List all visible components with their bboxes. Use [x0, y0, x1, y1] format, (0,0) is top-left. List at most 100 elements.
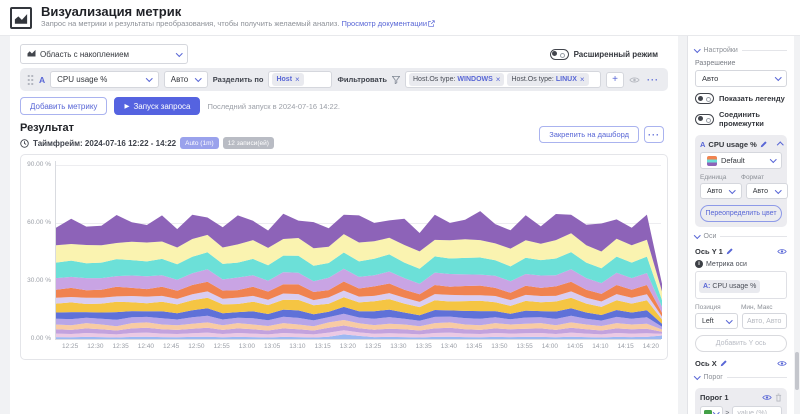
unit-select[interactable]: Авто: [700, 183, 742, 199]
chevron-down-icon: [713, 409, 720, 414]
eye-icon[interactable]: [762, 394, 772, 401]
split-by-field[interactable]: Host ×: [268, 71, 333, 88]
resolution-badge: Auto (1m): [180, 137, 219, 149]
run-query-button[interactable]: ▶ Запуск запроса: [114, 97, 201, 115]
y-axis-title: Ось Y 1: [695, 247, 723, 256]
x-axis-tick-label: 13:45: [466, 343, 483, 350]
add-y-axis-button[interactable]: Добавить Y ось: [695, 335, 787, 352]
chevron-down-icon: [729, 186, 736, 194]
chevron-down-icon: [175, 49, 182, 57]
show-legend-toggle[interactable]: [695, 93, 714, 104]
x-axis-tick-label: 13:55: [516, 343, 533, 350]
series-gold: [56, 297, 662, 324]
add-metric-button[interactable]: Добавить метрику: [20, 97, 108, 115]
x-axis-tick-label: 13:40: [440, 343, 458, 350]
x-axis-tick-label: 12:45: [163, 343, 180, 350]
aggregation-select[interactable]: Авто: [163, 71, 208, 88]
chevron-down-icon: [725, 316, 732, 324]
remove-tag-icon[interactable]: ×: [579, 75, 585, 84]
tag-value: LINUX: [555, 76, 577, 83]
series-pale-pink: [56, 330, 662, 338]
metric-letter-badge: A: [700, 140, 706, 149]
eye-icon[interactable]: [629, 76, 640, 84]
gridline: [55, 164, 661, 166]
filter-label: Фильтровать: [337, 75, 387, 84]
metric-style-card: A CPU usage % Default Единица Формат Авт…: [695, 135, 788, 227]
scrollbar[interactable]: [794, 36, 800, 414]
style-select[interactable]: Default: [700, 152, 782, 169]
chevron-down-icon: [694, 232, 701, 239]
remove-tag-icon[interactable]: ×: [495, 75, 501, 84]
clock-icon: [20, 138, 29, 148]
app-logo-area-chart-icon: [10, 6, 32, 29]
result-more-button[interactable]: ···: [644, 126, 664, 143]
area-chart-icon: [27, 49, 36, 59]
axes-section-header[interactable]: Оси: [694, 232, 787, 240]
tag-prefix: Host.Os type:: [413, 76, 456, 83]
edit-pencil-icon[interactable]: [726, 248, 733, 255]
chart-plot-area[interactable]: [56, 161, 662, 344]
advanced-mode-toggle[interactable]: [549, 48, 569, 60]
x-axis-tick-label: 14:05: [567, 343, 584, 350]
edit-pencil-icon[interactable]: [760, 141, 767, 148]
connect-gaps-toggle[interactable]: [695, 113, 714, 125]
settings-sidebar: Настройки Разрешение Авто Показать леген…: [687, 36, 794, 414]
add-filter-button[interactable]: +: [606, 71, 624, 88]
chevron-down-icon: [195, 75, 202, 82]
minmax-input[interactable]: [742, 313, 787, 329]
settings-section-header[interactable]: Настройки: [694, 46, 787, 54]
play-icon: ▶: [124, 103, 130, 110]
remove-tag-icon[interactable]: ×: [295, 75, 300, 84]
filter-tag: Host.Os type: WINDOWS ×: [409, 73, 505, 86]
filter-field[interactable]: Host.Os type: WINDOWS × Host.Os type: LINU…: [405, 71, 601, 88]
position-label: Позиция: [695, 304, 721, 311]
chart-type-select[interactable]: Область с накоплением: [20, 44, 188, 64]
x-axis-tick-label: 14:15: [617, 343, 634, 350]
threshold-value-input[interactable]: [732, 406, 782, 414]
override-color-button[interactable]: Переопределить цвет: [700, 205, 782, 222]
y-axis-tick-label: 90.00 %: [27, 160, 51, 168]
stacked-area-chart[interactable]: 0.00 % 30.00 % 60.00 % 90.00 % 12:25 12:30 12:…: [20, 154, 668, 360]
filter-tag: Host.Os type: LINUX ×: [507, 73, 589, 86]
x-axis-tick-label: 12:35: [112, 343, 129, 350]
resolution-select[interactable]: Авто: [695, 70, 787, 87]
chevron-up-icon[interactable]: [776, 142, 783, 149]
trash-icon[interactable]: [775, 393, 782, 402]
chevron-down-icon: [694, 373, 701, 380]
edit-pencil-icon[interactable]: [720, 360, 727, 367]
metric-select[interactable]: CPU usage %: [50, 71, 159, 88]
doc-link[interactable]: Просмотр документации: [341, 19, 428, 29]
x-axis-tick-label: 13:00: [238, 343, 256, 350]
scrollbar-thumb[interactable]: [795, 352, 799, 390]
app-header: Визуализация метрик Запрос на метрики и …: [0, 0, 800, 36]
series-peach: [56, 320, 662, 332]
position-select[interactable]: Left: [695, 313, 738, 329]
series-lavender: [56, 313, 662, 330]
color-swatch-icon: [704, 409, 712, 414]
drag-handle-icon[interactable]: [27, 74, 34, 85]
eye-icon[interactable]: [777, 248, 787, 255]
x-axis-tick-label: 14:00: [541, 343, 559, 350]
main-panel: Область с накоплением Расширенный режим …: [10, 36, 678, 414]
split-by-label: Разделить по: [212, 75, 264, 84]
pin-to-dashboard-button[interactable]: Закрепить на дашборд: [539, 126, 639, 143]
last-run-text: Последний запуск в 2024-07-16 14:22.: [207, 101, 340, 111]
axis-metric-field[interactable]: A: CPU usage %: [695, 271, 787, 299]
chevron-down-icon: [775, 186, 782, 194]
tag-value: Host: [276, 76, 293, 83]
query-letter-badge: A: [39, 74, 46, 85]
series-purple: [56, 211, 662, 292]
threshold-section-header[interactable]: Порог: [694, 373, 787, 381]
format-select[interactable]: Авто: [745, 183, 788, 199]
filter-tag: Host ×: [272, 73, 304, 86]
eye-icon[interactable]: [777, 360, 787, 367]
palette-icon: [707, 155, 717, 166]
query-more-button[interactable]: ···: [647, 74, 659, 85]
gridline: [55, 339, 661, 340]
page-subtitle: Запрос на метрики и результаты преобразо…: [41, 19, 435, 30]
series-light-purple-2: [56, 325, 662, 335]
chevron-down-icon: [146, 75, 153, 82]
x-axis-tick-label: 13:15: [314, 343, 331, 350]
show-legend-label: Показать легенду: [719, 94, 785, 103]
threshold-color-select[interactable]: [700, 406, 723, 414]
